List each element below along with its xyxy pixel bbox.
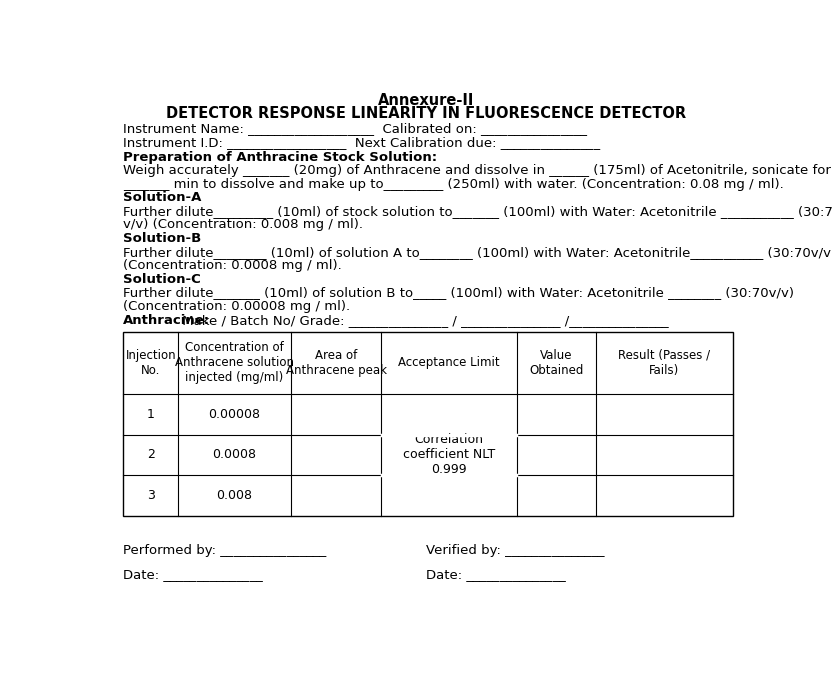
Text: 0.00008: 0.00008 [209, 408, 260, 421]
Text: Solution-C: Solution-C [123, 273, 201, 286]
Text: Solution-A: Solution-A [123, 192, 201, 204]
Text: Further dilute_______ (10ml) of solution B to_____ (100ml) with Water: Acetonitr: Further dilute_______ (10ml) of solution… [123, 286, 795, 300]
Text: Date: _______________: Date: _______________ [427, 568, 566, 581]
Text: (Concentration: 0.00008 mg / ml).: (Concentration: 0.00008 mg / ml). [123, 300, 350, 313]
Text: 2: 2 [146, 448, 155, 461]
Text: Solution-B: Solution-B [123, 232, 201, 245]
Text: Area of
Anthracene peak: Area of Anthracene peak [285, 349, 387, 377]
Text: Acceptance Limit: Acceptance Limit [399, 356, 500, 369]
Text: Preparation of Anthracine Stock Solution:: Preparation of Anthracine Stock Solution… [123, 151, 438, 164]
Text: Instrument I.D: __________________  Next Calibration due: _______________: Instrument I.D: __________________ Next … [123, 136, 601, 149]
Text: Make / Batch No/ Grade: _______________ / _______________ /_______________: Make / Batch No/ Grade: _______________ … [177, 314, 668, 327]
Text: Weigh accurately _______ (20mg) of Anthracene and dissolve in ______ (175ml) of : Weigh accurately _______ (20mg) of Anthr… [123, 164, 832, 177]
Text: 1: 1 [146, 408, 155, 421]
Text: Further dilute_________ (10ml) of stock solution to_______ (100ml) with Water: A: Further dilute_________ (10ml) of stock … [123, 205, 832, 218]
Text: Instrument Name: ___________________  Calibrated on: ________________: Instrument Name: ___________________ Cal… [123, 122, 587, 135]
Text: (Concentration: 0.0008 mg / ml).: (Concentration: 0.0008 mg / ml). [123, 259, 342, 272]
Text: v/v) (Concentration: 0.008 mg / ml).: v/v) (Concentration: 0.008 mg / ml). [123, 218, 364, 231]
Text: _______ min to dissolve and make up to_________ (250ml) with water. (Concentrati: _______ min to dissolve and make up to__… [123, 178, 784, 190]
Text: 0.0008: 0.0008 [212, 448, 256, 461]
Text: 0.008: 0.008 [216, 489, 253, 502]
Text: Injection
No.: Injection No. [126, 349, 176, 377]
Text: Annexure-II: Annexure-II [379, 93, 474, 108]
Text: Result (Passes /
Fails): Result (Passes / Fails) [618, 349, 711, 377]
Text: Value
Obtained: Value Obtained [529, 349, 584, 377]
Text: DETECTOR RESPONSE LINEARITY IN FLUORESCENCE DETECTOR: DETECTOR RESPONSE LINEARITY IN FLUORESCE… [166, 106, 686, 121]
Text: Anthracine:: Anthracine: [123, 314, 210, 327]
Text: 3: 3 [146, 489, 155, 502]
Bar [123, 332, 733, 516]
Text: Date: _______________: Date: _______________ [123, 568, 263, 581]
Text: Performed by: ________________: Performed by: ________________ [123, 544, 327, 557]
Text: Concentration of
Anthracene solution
injected (mg/ml): Concentration of Anthracene solution inj… [175, 342, 294, 384]
Text: Verified by: _______________: Verified by: _______________ [427, 544, 605, 557]
Text: Further dilute________ (10ml) of solution A to________ (100ml) with Water: Aceto: Further dilute________ (10ml) of solutio… [123, 245, 832, 259]
Text: Correlation
coefficient NLT
0.999: Correlation coefficient NLT 0.999 [403, 434, 495, 477]
